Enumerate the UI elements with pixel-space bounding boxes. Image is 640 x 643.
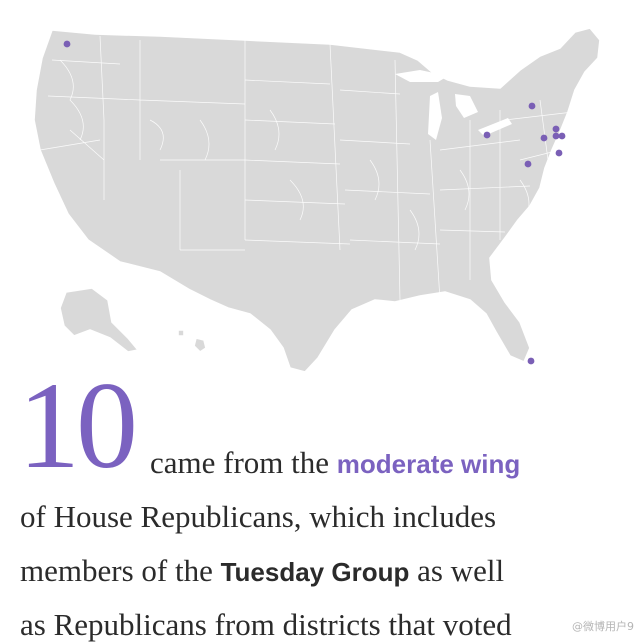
- caption-line-4: as Republicans from districts that voted: [20, 607, 512, 642]
- hawaii-small: [177, 329, 185, 337]
- marker-florida: [527, 357, 535, 365]
- hawaii: [193, 337, 207, 353]
- lake-erie: [478, 118, 512, 136]
- markers: [63, 40, 566, 365]
- marker-new-jersey-c: [558, 132, 566, 140]
- caption-line-3-post: as well: [417, 553, 505, 588]
- caption-line-3-pre: members of the: [20, 553, 213, 588]
- caption-line-2: of House Republicans, which includes: [20, 499, 497, 534]
- caption-line-3: members of the Tuesday Group as well: [20, 552, 504, 589]
- marker-virginia: [524, 160, 532, 168]
- marker-pennsylvania: [540, 134, 548, 142]
- district-map: [33, 27, 601, 373]
- big-number: 10: [18, 357, 138, 494]
- us-map-svg: [33, 27, 601, 373]
- marker-new-jersey-b: [552, 132, 560, 140]
- state-borders: [39, 35, 591, 301]
- watermark: @微博用户9: [572, 620, 634, 633]
- caption-block: 10 came from the moderate wing of House …: [0, 357, 640, 643]
- marker-ohio: [483, 131, 491, 139]
- tuesday-group-term: Tuesday Group: [220, 557, 410, 587]
- marker-new-york: [528, 102, 536, 110]
- marker-delaware: [555, 149, 563, 157]
- lake-superior: [395, 70, 448, 82]
- lake-huron: [455, 94, 478, 118]
- caption-line-1-text: came from the: [150, 445, 330, 480]
- lake-michigan: [428, 92, 442, 140]
- marker-washington: [63, 40, 71, 48]
- marker-new-jersey-a: [552, 125, 560, 133]
- caption-line-1: came from the moderate wing: [150, 444, 520, 481]
- lower-48-landmass: [33, 27, 601, 373]
- alaska: [59, 287, 139, 353]
- moderate-wing-link[interactable]: moderate wing: [336, 449, 521, 479]
